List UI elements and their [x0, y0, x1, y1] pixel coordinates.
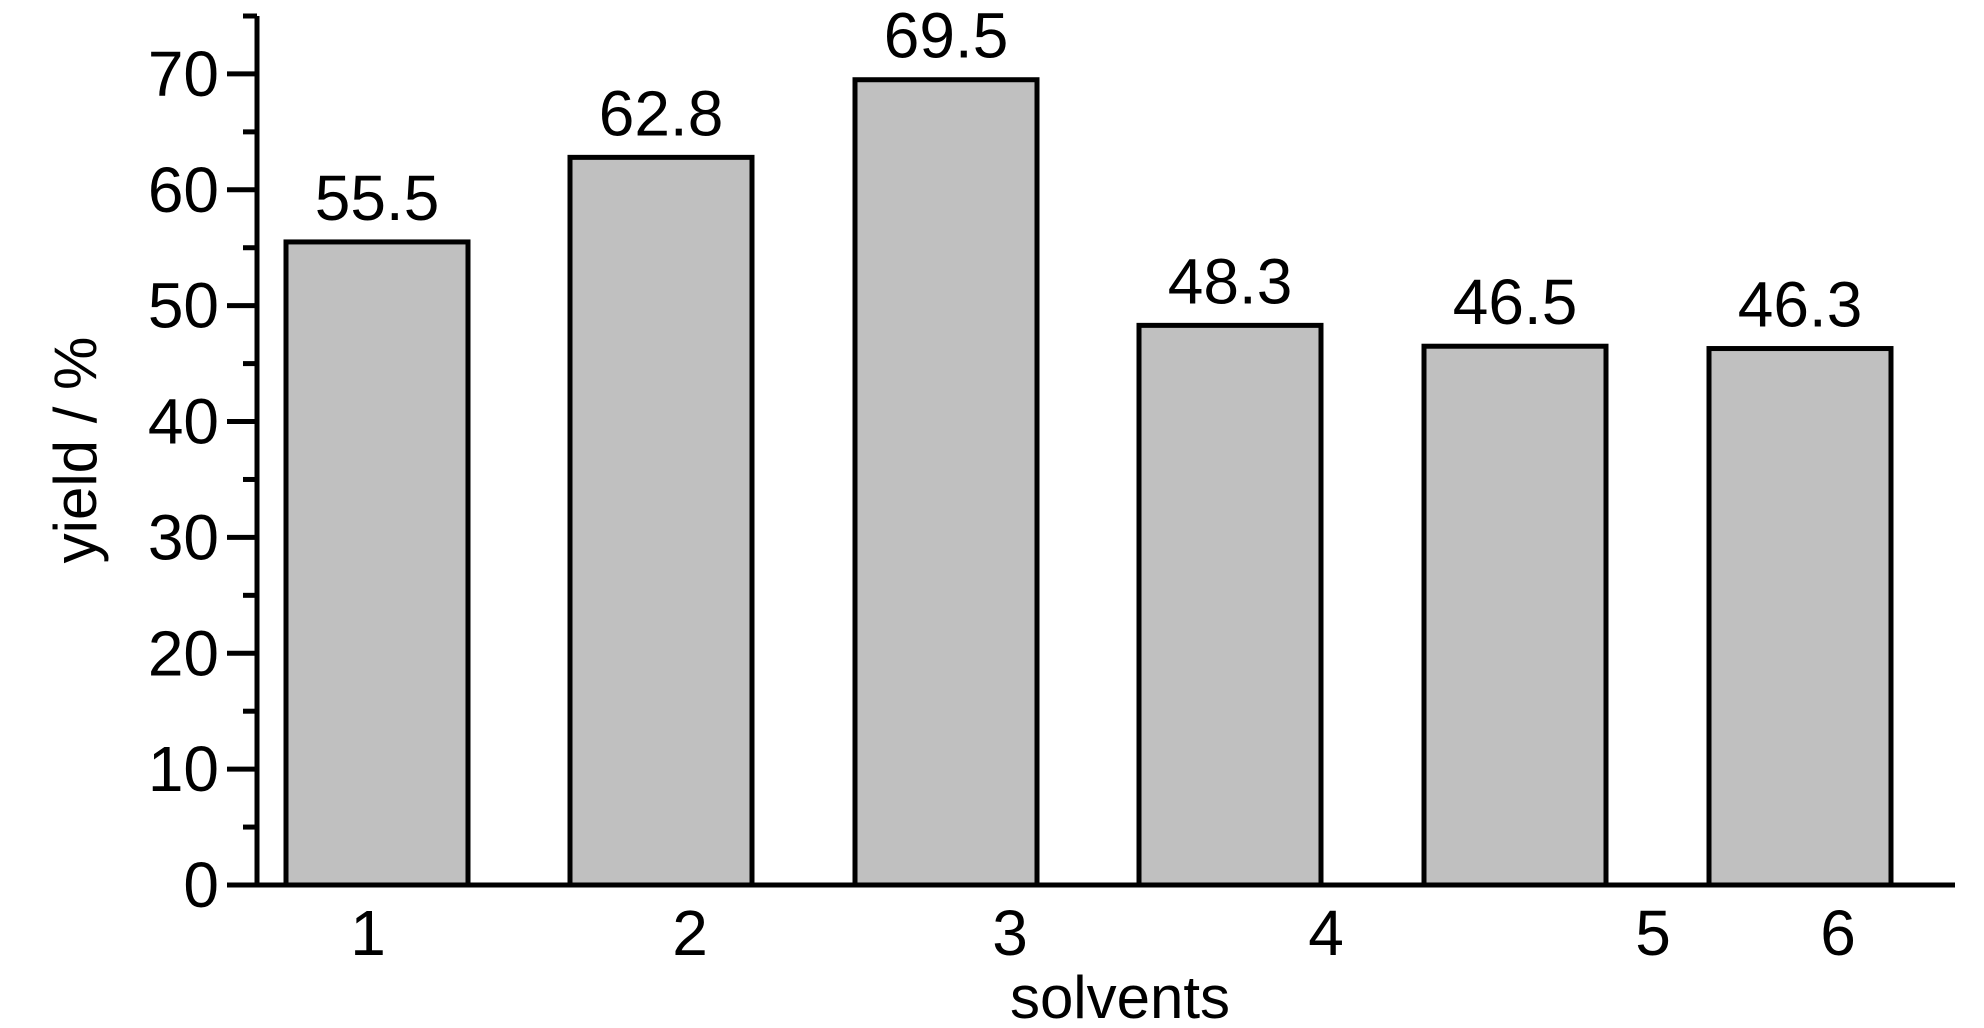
x-tick-label-1: 1 — [350, 897, 386, 969]
x-axis-title: solvents — [1010, 964, 1230, 1028]
x-tick-label-2: 2 — [672, 897, 708, 969]
x-tick-label-6: 6 — [1820, 897, 1856, 969]
data-labels-layer: 55.5 62.8 69.5 48.3 46.5 46.3 — [315, 0, 1863, 341]
data-label-5: 46.5 — [1453, 266, 1578, 338]
bar-4 — [1136, 322, 1324, 888]
y-tick-label-40: 40 — [148, 386, 219, 458]
y-tick-label-60: 60 — [148, 154, 219, 226]
x-tick-label-3: 3 — [992, 897, 1028, 969]
x-axis: 1 2 3 4 5 6 — [255, 882, 1955, 969]
x-tick-label-4: 4 — [1308, 897, 1344, 969]
y-tick-label-70: 70 — [148, 38, 219, 110]
bar-2 — [567, 154, 755, 888]
y-tick-label-0: 0 — [183, 849, 219, 921]
y-tick-label-30: 30 — [148, 501, 219, 573]
y-tick-label-20: 20 — [148, 617, 219, 689]
y-axis-title: yield / % — [42, 337, 109, 564]
data-label-1: 55.5 — [315, 162, 440, 234]
bar-5 — [1421, 343, 1609, 888]
x-tick-label-5: 5 — [1635, 897, 1671, 969]
bar-1 — [283, 239, 471, 888]
data-label-6: 46.3 — [1738, 269, 1863, 341]
y-tick-label-50: 50 — [148, 270, 219, 342]
data-label-2: 62.8 — [599, 77, 724, 149]
data-label-3: 69.5 — [884, 0, 1009, 72]
data-label-4: 48.3 — [1168, 245, 1293, 317]
bars-layer — [283, 77, 1894, 888]
bar-6 — [1706, 346, 1894, 888]
bar-3 — [852, 77, 1040, 888]
y-tick-label-10: 10 — [148, 733, 219, 805]
y-axis: 0 10 20 30 40 50 60 70 — [148, 13, 260, 921]
